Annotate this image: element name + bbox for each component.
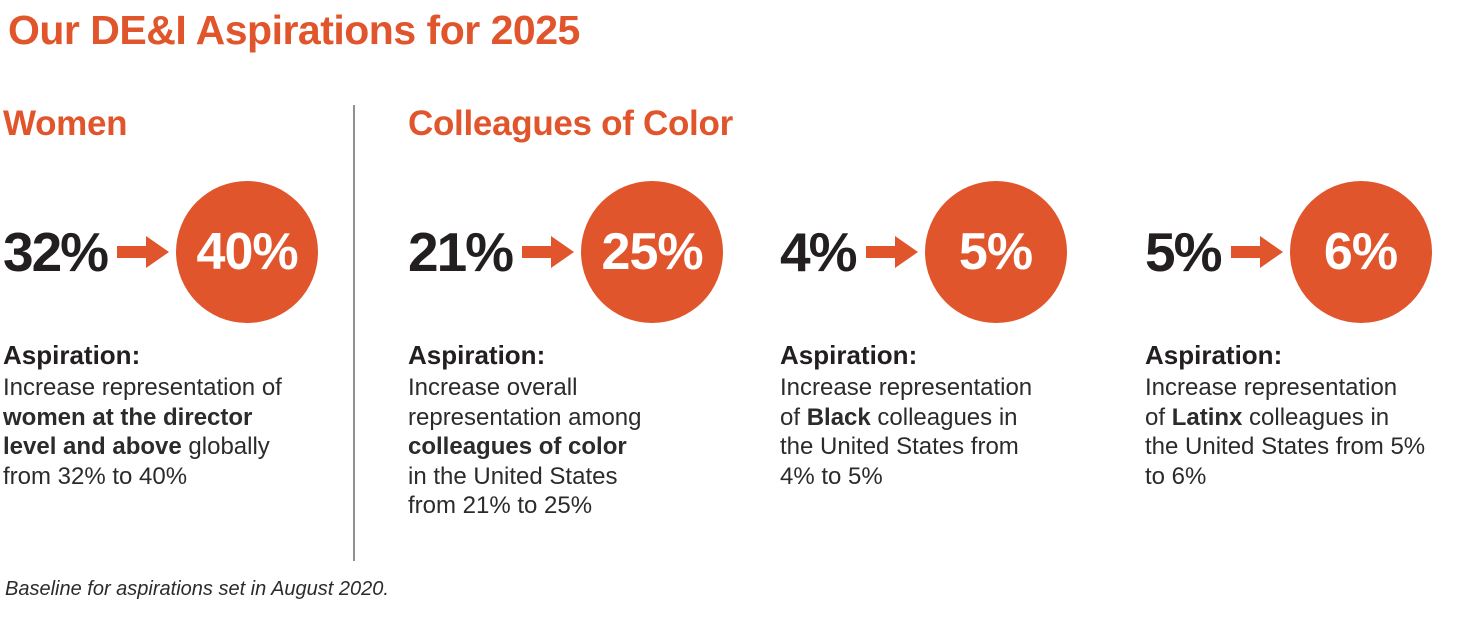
arrow-right-icon bbox=[1230, 234, 1283, 270]
coc-stats-row: 21% 25% Aspiration: Increase overall rep… bbox=[408, 181, 1459, 521]
target-value-circle: 25% bbox=[581, 181, 724, 323]
arrow-right-icon bbox=[117, 234, 170, 270]
aspiration-women: Aspiration: Increase representation of w… bbox=[3, 340, 353, 491]
page-title: Our DE&I Aspirations for 2025 bbox=[8, 7, 580, 53]
aspiration-label: Aspiration: bbox=[3, 340, 141, 370]
target-value: 40% bbox=[196, 223, 299, 281]
baseline-value: 5% bbox=[1145, 221, 1222, 283]
aspiration-label: Aspiration: bbox=[1145, 340, 1283, 370]
baseline-value: 4% bbox=[780, 221, 857, 283]
target-value-circle: 40% bbox=[176, 181, 319, 323]
footnote: Baseline for aspirations set in August 2… bbox=[5, 577, 389, 600]
section-women: Women 32% 40% Aspiration: Increase repre… bbox=[3, 105, 355, 561]
stat-visual-women: 32% 40% bbox=[3, 181, 353, 323]
aspiration-black: Aspiration: Increase representation of B… bbox=[780, 340, 1145, 491]
aspiration-description: Increase overall representation among co… bbox=[408, 374, 642, 519]
arrow-right-icon bbox=[865, 234, 918, 270]
aspiration-description: Increase representation of Latinx collea… bbox=[1145, 374, 1426, 490]
content-columns: Women 32% 40% Aspiration: Increase repre… bbox=[3, 105, 1459, 561]
section-heading-colleagues-of-color: Colleagues of Color bbox=[408, 104, 733, 143]
baseline-value: 32% bbox=[3, 221, 109, 283]
stat-block-women: 32% 40% Aspiration: Increase representat… bbox=[3, 181, 353, 491]
target-value: 25% bbox=[601, 223, 704, 281]
aspiration-description: Increase representation of Black colleag… bbox=[780, 374, 1033, 490]
aspiration-description: Increase representation of women at the … bbox=[3, 374, 282, 490]
aspiration-label: Aspiration: bbox=[408, 340, 546, 370]
aspiration-label: Aspiration: bbox=[780, 340, 918, 370]
stat-visual-colleagues-of-color: 21% 25% bbox=[408, 181, 780, 323]
dei-aspirations-infographic: Our DE&I Aspirations for 2025 Women 32% … bbox=[0, 6, 1459, 601]
stat-block-latinx: 5% 6% Aspiration: Increase representatio… bbox=[1145, 181, 1457, 521]
aspiration-colleagues-of-color: Aspiration: Increase overall representat… bbox=[408, 340, 780, 521]
stat-block-black: 4% 5% Aspiration: Increase representatio… bbox=[780, 181, 1145, 521]
section-heading-women: Women bbox=[3, 104, 128, 143]
section-colleagues-of-color: Colleagues of Color 21% 25% Aspiration: bbox=[355, 105, 1459, 561]
target-value-circle: 6% bbox=[1289, 181, 1432, 323]
aspiration-latinx: Aspiration: Increase representation of L… bbox=[1145, 340, 1457, 491]
target-value-circle: 5% bbox=[924, 181, 1067, 323]
arrow-right-icon bbox=[522, 234, 575, 270]
stat-visual-latinx: 5% 6% bbox=[1145, 181, 1457, 323]
target-value: 6% bbox=[1323, 223, 1398, 281]
target-value: 5% bbox=[958, 223, 1033, 281]
stat-block-colleagues-of-color: 21% 25% Aspiration: Increase overall rep… bbox=[408, 181, 780, 521]
stat-visual-black: 4% 5% bbox=[780, 181, 1145, 323]
baseline-value: 21% bbox=[408, 221, 514, 283]
